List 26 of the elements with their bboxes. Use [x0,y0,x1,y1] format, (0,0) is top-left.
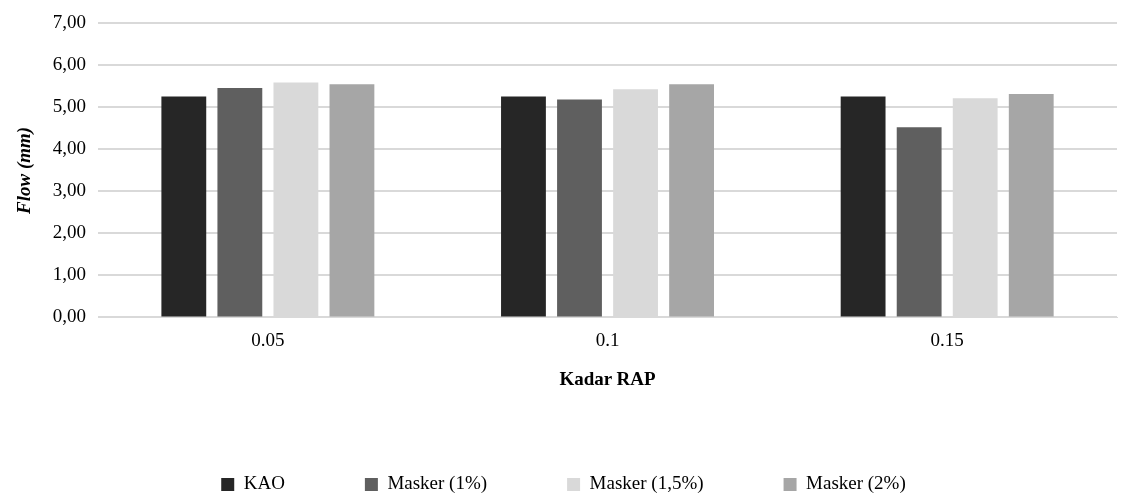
legend-label: Masker (1,5%) [589,472,704,495]
bar [557,99,602,317]
y-axis-title: Flow (mm) [13,126,36,215]
y-tick-label: 0,00 [52,305,87,327]
x-tick-label: 0.1 [595,328,620,350]
bar [501,96,546,317]
legend-label: Masker (2%) [806,472,906,495]
legend-label: KAO [243,472,285,494]
bar [896,127,942,317]
y-tick-label: 1,00 [52,263,87,285]
bar [329,84,375,317]
y-tick-label: 3,00 [52,179,87,201]
x-tick-label: 0.15 [930,328,964,350]
bar [840,96,886,317]
x-tick-label: 0.05 [251,328,285,350]
y-tick-label: 7,00 [52,11,87,33]
bar [217,88,263,317]
legend-label: Masker (1%) [387,472,488,495]
y-tick-label: 2,00 [52,221,87,243]
y-tick-label: 5,00 [52,95,87,117]
bar [161,96,207,317]
x-axis-title: Kadar RAP [559,367,657,389]
y-tick-label: 6,00 [52,53,87,75]
bar [1008,93,1054,317]
y-tick-label: 4,00 [52,137,87,159]
bar [669,84,715,317]
